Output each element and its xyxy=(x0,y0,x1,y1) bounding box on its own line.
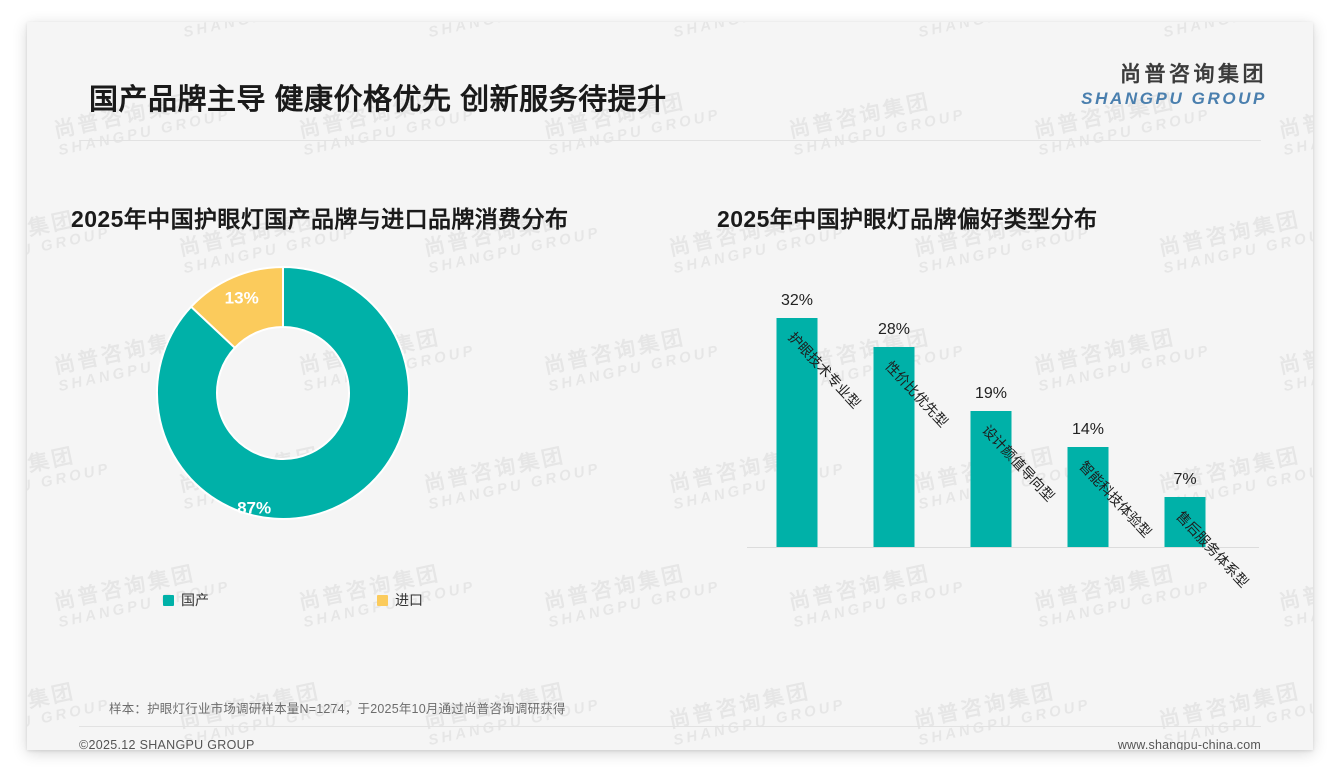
bar-chart-axis-line xyxy=(747,547,1259,548)
legend-color-swatch xyxy=(377,594,388,606)
donut-slice[interactable] xyxy=(156,265,410,520)
bar-value-label: 32% xyxy=(780,292,814,310)
logo-english-text: SHANGPU GROUP xyxy=(1081,89,1267,109)
legend-color-swatch xyxy=(163,594,174,606)
bar-group: 28% 性价比优先型 xyxy=(852,321,951,547)
donut-legend: 国产 进口 xyxy=(163,590,423,610)
panel-domestic-vs-import: 2025年中国护眼灯国产品牌与进口品牌消费分布 87% 13% 国产 进口 xyxy=(71,200,691,660)
donut-slices xyxy=(156,265,410,520)
bar-chart: 32% 护眼技术专业型 28% 性价比优先型 19% 设计颜值导向型 14% 智能科技体验型 7… xyxy=(731,260,1261,660)
bar-group: 19% 设计颜值导向型 xyxy=(949,385,1058,547)
legend-item[interactable]: 进口 xyxy=(377,590,423,610)
slide-footer: ©2025.12 SHANGPU GROUP www.shangpu-china… xyxy=(27,726,1313,750)
bar-value-label: 14% xyxy=(1071,421,1105,438)
header-divider xyxy=(79,140,1261,141)
slide-header: 国产品牌主导 健康价格优先 创新服务待提升 尚普咨询集团 SHANGPU GRO… xyxy=(27,22,1313,118)
page-title: 国产品牌主导 健康价格优先 创新服务待提升 xyxy=(89,84,667,116)
bar-rect[interactable] xyxy=(970,411,1012,547)
slide-canvas: 尚普咨询集团 SHANGPU GROUP 尚普咨询集团 SHANGPU GROUP 尚普… xyxy=(27,22,1313,750)
donut-slice-value: 13% xyxy=(225,289,259,308)
bar-rect[interactable] xyxy=(1164,497,1206,547)
legend-item-label: 国产 xyxy=(181,592,209,608)
donut-chart: 87% 13% xyxy=(154,264,412,522)
bar-value-label: 19% xyxy=(974,385,1008,403)
bar-rect[interactable] xyxy=(1067,447,1109,547)
right-chart-title: 2025年中国护眼灯品牌偏好类型分布 xyxy=(717,206,1098,232)
brand-logo: 尚普咨询集团 SHANGPU GROUP xyxy=(1081,62,1267,109)
bar-value-label: 7% xyxy=(1173,471,1197,488)
donut-slice[interactable] xyxy=(189,265,284,350)
bar-value-label: 28% xyxy=(877,321,911,338)
donut-value-labels: 87% 13% xyxy=(225,289,271,518)
left-chart-title: 2025年中国护眼灯国产品牌与进口品牌消费分布 xyxy=(71,206,569,232)
logo-chinese-text: 尚普咨询集团 xyxy=(1120,63,1267,86)
donut-slice-value: 87% xyxy=(237,498,271,517)
bar-rect[interactable] xyxy=(776,318,818,547)
bar-rect[interactable] xyxy=(873,347,915,547)
footer-copyright: ©2025.12 SHANGPU GROUP xyxy=(79,738,255,750)
donut-chart-svg: 87% 13% xyxy=(156,265,410,520)
footer-website: www.shangpu-china.com xyxy=(1117,738,1261,750)
legend-item-label: 进口 xyxy=(395,592,423,608)
sample-footnote: 样本：护眼灯行业市场调研样本量N=1274，于2025年10月通过尚普咨询调研获… xyxy=(109,702,566,716)
bar-category-label: 售后服务体系型 xyxy=(1173,507,1252,591)
panel-brand-preference: 2025年中国护眼灯品牌偏好类型分布 32% 护眼技术专业型 28% 性价比优先型 19… xyxy=(717,200,1277,660)
legend-item[interactable]: 国产 xyxy=(163,590,209,610)
footer-divider xyxy=(79,726,1261,727)
bar-group: 32% 护眼技术专业型 xyxy=(755,292,864,547)
bar-group: 14% 智能科技体验型 xyxy=(1046,421,1155,547)
bar-group: 7% 售后服务体系型 xyxy=(1143,471,1252,590)
